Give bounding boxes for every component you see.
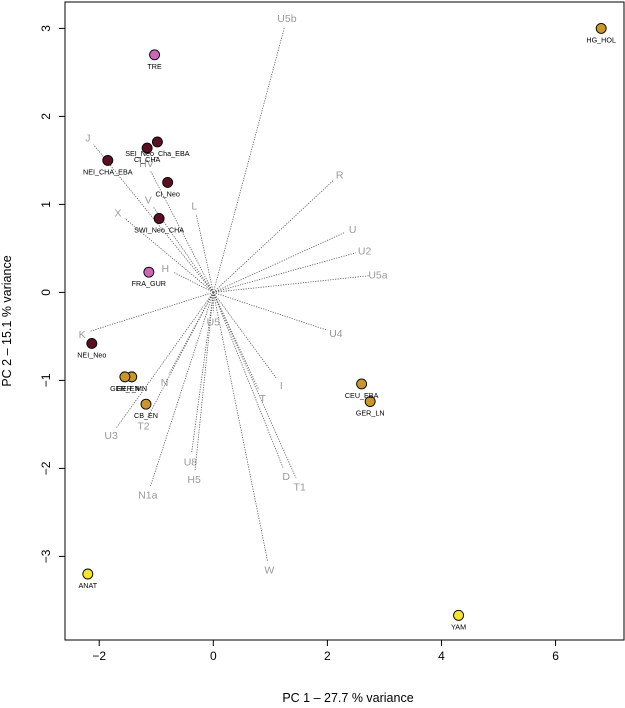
loading-vector-l bbox=[195, 213, 214, 293]
point-label: TRE bbox=[147, 62, 162, 71]
point-label: YAM bbox=[451, 622, 466, 631]
x-tick-label: 6 bbox=[552, 649, 559, 663]
loading-label: U5a bbox=[368, 270, 387, 282]
x-tick-label: −2 bbox=[92, 649, 106, 663]
loading-vector-r bbox=[213, 180, 334, 293]
point-label: GER_MN bbox=[116, 384, 147, 393]
loading-vector-u5a bbox=[213, 275, 370, 293]
loading-label: N bbox=[161, 377, 169, 389]
point-tre bbox=[149, 49, 161, 61]
point-label: NEI_CHA_EBA bbox=[83, 167, 133, 176]
point-label: HG_HOL bbox=[586, 35, 616, 44]
point-nei-cha-eba bbox=[102, 154, 114, 166]
loading-vector-u bbox=[213, 232, 345, 293]
loading-label: U2 bbox=[358, 245, 372, 257]
axes: −2 0 2 4 6 −3 −2 −1 0 1 2 3 bbox=[39, 25, 559, 663]
loading-label: L bbox=[191, 200, 197, 212]
loading-vector-n1a bbox=[150, 292, 214, 487]
loading-label: U bbox=[349, 224, 357, 236]
loading-vector-w bbox=[212, 292, 268, 561]
loading-label: J bbox=[85, 133, 90, 145]
loading-label: T2 bbox=[137, 420, 149, 432]
loading-vector-u5b bbox=[212, 26, 285, 293]
loading-label: N1a bbox=[138, 490, 157, 502]
point-yam bbox=[453, 609, 465, 621]
point-ger-ln bbox=[364, 396, 376, 407]
loading-label: H bbox=[162, 263, 170, 275]
point-sei-neo-cha-eba bbox=[151, 136, 163, 148]
point-cb-en bbox=[140, 398, 152, 410]
y-tick-label: −3 bbox=[39, 549, 53, 563]
plot-frame bbox=[64, 1, 625, 641]
point-ci-neo bbox=[162, 176, 174, 188]
y-tick-label: 0 bbox=[39, 289, 53, 296]
loading-label: HV bbox=[139, 158, 154, 170]
loading-label: U8 bbox=[184, 456, 198, 468]
loading-label: U5b bbox=[277, 13, 296, 25]
y-tick-label: 2 bbox=[39, 113, 53, 120]
point-label: CI_Neo bbox=[155, 189, 179, 198]
loading-vector-u8 bbox=[191, 292, 214, 453]
loading-label: R bbox=[336, 170, 344, 182]
loading-vector-j bbox=[93, 144, 214, 293]
point-label: SWI_Neo_CHA bbox=[134, 225, 184, 234]
loading-vector-d bbox=[212, 292, 284, 468]
point-fra-gur bbox=[143, 266, 155, 278]
loading-vector-hv bbox=[150, 170, 214, 293]
x-tick-label: 2 bbox=[324, 649, 331, 663]
x-tick-label: 0 bbox=[210, 649, 217, 663]
loading-vector-i bbox=[212, 292, 277, 378]
loading-vector-h bbox=[173, 271, 214, 293]
loading-label: U3 bbox=[104, 430, 118, 442]
point-nei-neo bbox=[86, 337, 98, 349]
loading-label: I bbox=[280, 380, 283, 392]
point-label: NEI_Neo bbox=[77, 350, 106, 359]
point-label: CB_EN bbox=[134, 411, 158, 420]
point-label: SEI_Neo_Cha_EBA bbox=[125, 149, 190, 158]
point-hg-hol bbox=[595, 22, 607, 34]
point-label: FRA_GUR bbox=[132, 279, 166, 288]
y-tick-label: −2 bbox=[39, 461, 53, 475]
point-ger-en bbox=[119, 371, 131, 383]
loading-label: W bbox=[264, 565, 274, 577]
loading-vector-u4 bbox=[213, 292, 328, 331]
loading-vector-t1 bbox=[212, 292, 297, 479]
loading-vector-x bbox=[124, 218, 214, 293]
loading-vector-k bbox=[90, 292, 214, 332]
loading-label: X bbox=[114, 208, 121, 220]
loading-label: V bbox=[145, 195, 152, 207]
x-axis-title: PC 1 – 27.7 % variance bbox=[282, 691, 413, 705]
loading-label: T1 bbox=[294, 481, 306, 493]
loading-vectors: U5b R UU2 U5a U4 I T D T1 W U5 N U3 T2 U8 H5 N1a K H L X V HV J bbox=[79, 13, 388, 577]
loading-label: U4 bbox=[329, 328, 343, 340]
loading-vector-u3 bbox=[116, 292, 214, 429]
point-swi-neo-cha bbox=[153, 213, 165, 224]
x-tick-label: 4 bbox=[438, 649, 445, 663]
point-ceu-eba bbox=[356, 378, 368, 390]
point-label: GER_EN bbox=[110, 384, 140, 393]
point-label: CI_CHA bbox=[134, 155, 161, 164]
loading-label: T bbox=[260, 393, 267, 405]
loading-vector-u2 bbox=[213, 252, 357, 293]
loading-label: H5 bbox=[187, 474, 201, 486]
y-tick-label: −1 bbox=[39, 373, 53, 387]
y-tick-label: 1 bbox=[39, 201, 53, 208]
point-label: ANAT bbox=[78, 581, 97, 590]
y-tick-label: 3 bbox=[39, 25, 53, 32]
loading-label: U5 bbox=[207, 317, 221, 329]
point-label: CEU_EBA bbox=[345, 391, 379, 400]
loading-label: K bbox=[79, 329, 86, 341]
point-anat bbox=[82, 568, 94, 580]
loading-label: D bbox=[282, 471, 290, 483]
point-label: GER_LN bbox=[356, 409, 385, 418]
data-points: HG_HOL TRE SEI_Neo_Cha_EBACI_CHANEI_CHA_EB… bbox=[77, 22, 616, 631]
point-ci-cha bbox=[141, 142, 153, 154]
loading-vector-t2 bbox=[147, 292, 214, 418]
y-axis-title: PC 2 – 15.1 % variance bbox=[0, 255, 14, 386]
